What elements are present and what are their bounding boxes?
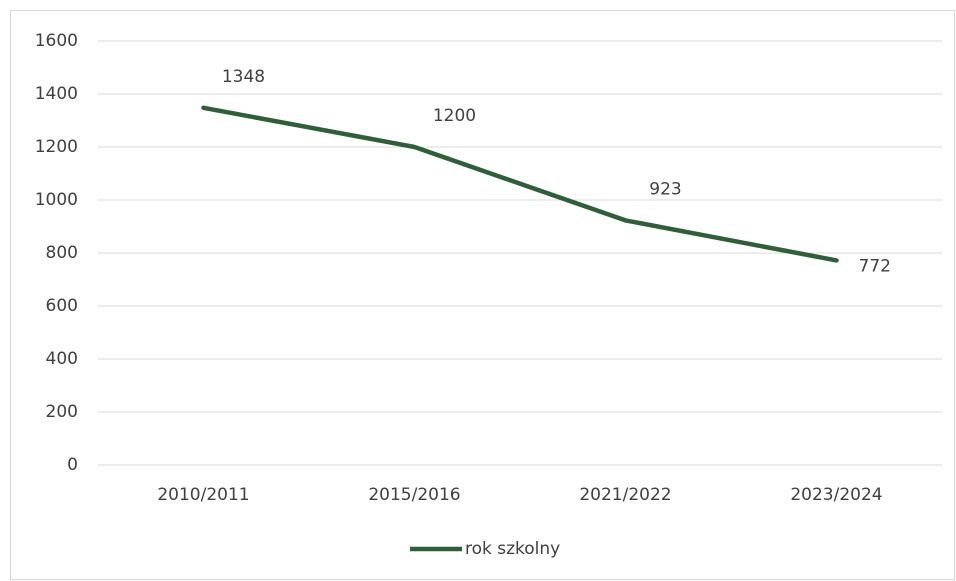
chart-border: [10, 10, 955, 580]
y-tick-label: 1400: [35, 84, 78, 104]
data-label: 1348: [222, 67, 265, 87]
data-label: 772: [859, 256, 891, 276]
y-tick-label: 1000: [35, 190, 78, 210]
line: [201, 105, 839, 263]
y-tick-label: 400: [46, 349, 78, 369]
x-tick-label: 2015/2016: [368, 485, 460, 505]
x-tick-label: 2010/2011: [157, 485, 249, 505]
y-tick-label: 1600: [35, 31, 78, 51]
y-tick-label: 0: [67, 455, 78, 475]
x-tick-label: 2021/2022: [579, 485, 671, 505]
y-tick-label: 200: [46, 402, 78, 422]
y-tick-label: 600: [46, 296, 78, 316]
data-label: 1200: [433, 106, 476, 126]
y-tick-label: 1200: [35, 137, 78, 157]
legend-label: rok szkolny: [465, 539, 560, 559]
y-tick-label: 800: [46, 243, 78, 263]
x-tick-label: 2023/2024: [790, 485, 882, 505]
data-label: 923: [649, 179, 681, 199]
